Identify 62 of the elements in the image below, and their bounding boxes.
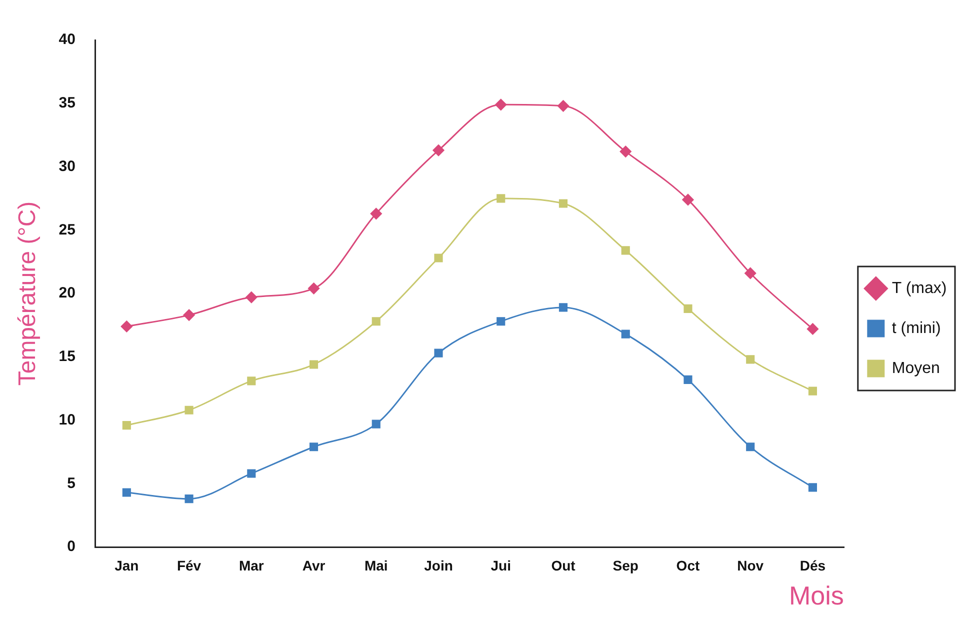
point bbox=[495, 98, 507, 110]
x-tick-label: Join bbox=[424, 557, 453, 574]
y-tick-label: 25 bbox=[58, 221, 76, 238]
point bbox=[247, 469, 256, 478]
point bbox=[183, 309, 195, 321]
point bbox=[184, 494, 194, 504]
point bbox=[808, 386, 817, 396]
y-tick-label: 20 bbox=[58, 284, 76, 302]
point bbox=[746, 442, 755, 452]
point bbox=[558, 199, 568, 208]
y-tick-label: 0 bbox=[67, 538, 76, 556]
x-tick-label: Out bbox=[551, 557, 576, 574]
x-tick-label: Nov bbox=[737, 557, 764, 574]
point bbox=[557, 100, 569, 112]
point bbox=[434, 348, 443, 358]
point bbox=[432, 144, 444, 156]
x-axis-title: Mois bbox=[788, 580, 844, 611]
x-tick-label: Mai bbox=[364, 557, 388, 574]
point bbox=[308, 282, 320, 294]
point bbox=[120, 320, 132, 332]
x-tick-label: Oct bbox=[676, 557, 700, 574]
point bbox=[309, 360, 318, 369]
legend-label: Moyen bbox=[892, 360, 940, 377]
legend-label: t (mini) bbox=[892, 320, 941, 337]
y-tick-label: 30 bbox=[58, 158, 76, 175]
y-tick-label: 5 bbox=[67, 474, 76, 492]
x-tick-label: Jui bbox=[490, 557, 511, 574]
x-tick-label: Avr bbox=[302, 557, 326, 574]
point bbox=[684, 304, 692, 313]
point bbox=[247, 376, 256, 386]
x-tick-label: Jan bbox=[114, 557, 139, 574]
point bbox=[122, 488, 131, 497]
point bbox=[496, 317, 506, 326]
y-tick-label: 40 bbox=[58, 31, 76, 48]
point bbox=[808, 483, 817, 492]
x-tick-label: Sep bbox=[612, 557, 638, 574]
point bbox=[372, 420, 380, 428]
point bbox=[184, 406, 194, 414]
y-tick-label: 15 bbox=[58, 348, 76, 366]
point bbox=[496, 194, 506, 203]
y-tick-label: 35 bbox=[58, 94, 76, 112]
point bbox=[744, 267, 756, 279]
point bbox=[621, 246, 630, 255]
point bbox=[246, 292, 258, 304]
point bbox=[309, 442, 318, 452]
point bbox=[558, 303, 568, 312]
x-tick-label: Dés bbox=[800, 557, 826, 574]
legend-label: T (max) bbox=[892, 280, 947, 297]
x-tick-label: Fév bbox=[176, 557, 202, 574]
point bbox=[372, 317, 380, 326]
y-tick-label: 10 bbox=[58, 411, 76, 428]
point bbox=[370, 208, 382, 220]
point bbox=[620, 146, 632, 158]
point bbox=[682, 194, 694, 206]
point bbox=[122, 421, 131, 430]
point bbox=[806, 323, 818, 335]
point bbox=[746, 355, 755, 364]
x-tick-label: Mar bbox=[238, 557, 264, 574]
y-axis-title: Température (°C) bbox=[14, 201, 42, 386]
point bbox=[684, 375, 692, 384]
point bbox=[621, 330, 630, 338]
point bbox=[434, 254, 443, 262]
